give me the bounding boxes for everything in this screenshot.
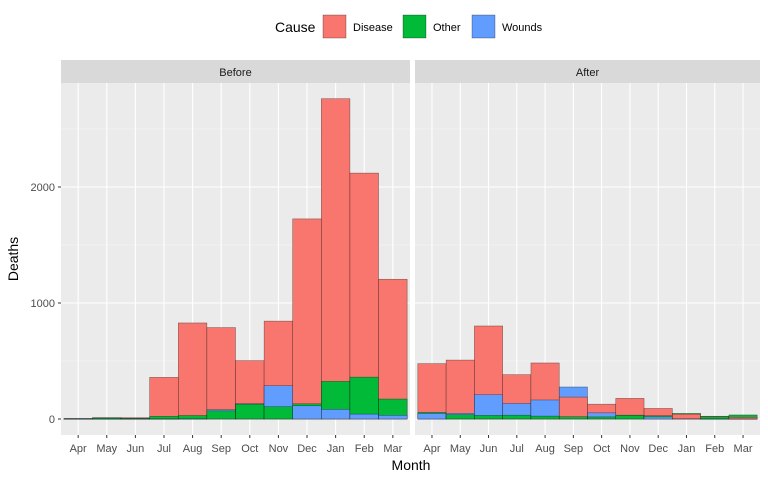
panel-before: Before Apr May Jun Jul Aug Sep Oct Nov Dec Jan Feb M… — [61, 60, 410, 455]
facet-panels: Before Apr May Jun Jul Aug Sep Oct Nov Dec Jan Feb M… — [61, 60, 760, 455]
legend: Cause Disease Other Wounds — [275, 14, 543, 39]
y-tick-label: 2000 — [31, 182, 55, 194]
x-tick-label: Apr — [70, 443, 87, 455]
legend-key-wounds — [471, 14, 496, 39]
legend-label-disease: Disease — [353, 22, 393, 34]
x-tick-label: Nov — [269, 443, 289, 455]
bar-other-nov — [615, 415, 645, 420]
bar-other-may — [445, 414, 475, 420]
bar-disease-jul — [149, 377, 179, 420]
x-tick-label: May — [96, 443, 117, 455]
x-tick-label: Oct — [241, 443, 258, 455]
bar-disease-sep — [558, 396, 588, 420]
x-tick-label: Aug — [535, 443, 555, 455]
bar-other-aug — [178, 415, 208, 420]
bar-other-feb — [349, 376, 379, 420]
x-tick-label: Feb — [705, 443, 724, 455]
x-tick-label: Feb — [355, 443, 374, 455]
x-tick-label: Jan — [678, 443, 696, 455]
y-axis-title: Deaths — [5, 237, 21, 281]
x-tick-label: Apr — [423, 443, 440, 455]
bar-other-nov — [263, 406, 293, 420]
legend-label-other: Other — [433, 22, 461, 34]
y-tick-label: 1000 — [31, 298, 55, 310]
x-tick-label: May — [450, 443, 471, 455]
bar-disease-apr — [417, 363, 447, 420]
bar-other-oct — [235, 403, 265, 420]
strip — [415, 60, 760, 83]
legend-key-disease — [322, 14, 347, 39]
legend-key-other — [402, 14, 427, 39]
y-tick-label: 0 — [49, 414, 55, 426]
bar-disease-mar — [378, 278, 408, 420]
bar-wounds-feb — [349, 413, 379, 420]
bar-disease-mar — [728, 417, 758, 420]
x-tick-label: Jul — [157, 443, 171, 455]
bar-other-jun — [474, 415, 503, 420]
bar-wounds-dec — [292, 405, 322, 420]
panel-after: After Apr May Jun Jul Aug Sep Oct Nov Dec Jan Feb Ma… — [415, 60, 760, 455]
x-tick-label: Oct — [593, 443, 610, 455]
strip-label: After — [576, 67, 600, 79]
bar-disease-jan — [321, 98, 351, 420]
x-tick-label: Jan — [327, 443, 345, 455]
x-tick-label: Dec — [297, 443, 317, 455]
x-tick-label: Sep — [564, 443, 584, 455]
bar-disease-sep — [206, 327, 236, 420]
legend-label-wounds: Wounds — [502, 22, 543, 34]
legend-title: Cause — [275, 19, 316, 35]
bar-other-feb — [700, 416, 730, 420]
bar-other-oct — [587, 416, 617, 420]
bar-disease-may — [445, 359, 475, 420]
y-axis: 0 1000 2000 — [31, 182, 61, 426]
x-tick-label: Sep — [211, 443, 231, 455]
bar-other-sep — [206, 410, 236, 420]
bar-wounds-jan — [321, 409, 351, 420]
x-tick-label: Aug — [183, 443, 203, 455]
bar-wounds-apr — [417, 413, 447, 420]
x-tick-label: Jul — [510, 443, 524, 455]
bar-disease-jan — [672, 413, 701, 420]
bar-other-aug — [530, 415, 560, 420]
bar-wounds-dec — [643, 416, 673, 420]
strip-label: Before — [219, 67, 251, 79]
x-tick-label: Dec — [648, 443, 668, 455]
x-tick-label: Jun — [127, 443, 145, 455]
bar-disease-dec — [292, 218, 322, 420]
bar-wounds-mar — [378, 415, 408, 420]
bar-other-sep — [558, 416, 588, 420]
x-tick-label: Nov — [620, 443, 640, 455]
x-axis-title: Month — [392, 457, 431, 473]
strip — [61, 60, 410, 83]
bar-other-jul — [502, 414, 532, 420]
x-tick-label: Mar — [734, 443, 753, 455]
bar-other-jul — [149, 416, 179, 420]
x-tick-label: Jun — [480, 443, 498, 455]
bar-disease-aug — [178, 322, 208, 420]
x-tick-label: Mar — [383, 443, 402, 455]
